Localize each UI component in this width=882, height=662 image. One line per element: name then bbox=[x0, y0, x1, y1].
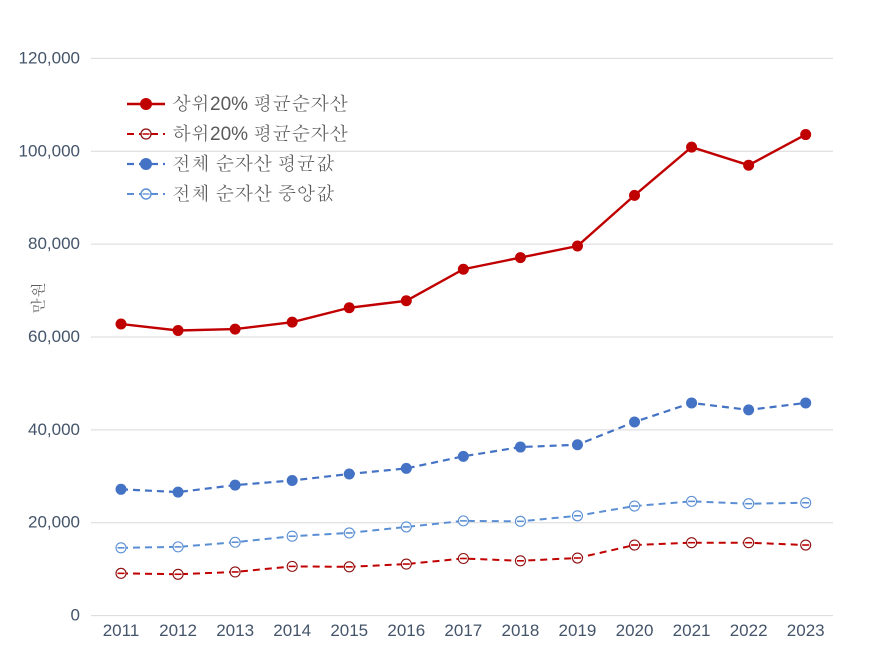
svg-text:2013: 2013 bbox=[216, 621, 254, 640]
svg-text:2016: 2016 bbox=[387, 621, 425, 640]
svg-text:2023: 2023 bbox=[787, 621, 825, 640]
svg-text:2015: 2015 bbox=[330, 621, 368, 640]
svg-text:40,000: 40,000 bbox=[28, 420, 80, 439]
svg-text:2019: 2019 bbox=[559, 621, 597, 640]
svg-text:100,000: 100,000 bbox=[19, 141, 80, 160]
svg-text:전체 순자산 평균값: 전체 순자산 평균값 bbox=[172, 153, 335, 175]
svg-text:2012: 2012 bbox=[159, 621, 197, 640]
svg-text:2011: 2011 bbox=[103, 621, 140, 640]
svg-text:60,000: 60,000 bbox=[28, 327, 80, 346]
svg-text:120,000: 120,000 bbox=[19, 48, 80, 67]
svg-text:하위20% 평균순자산: 하위20% 평균순자산 bbox=[172, 124, 348, 145]
svg-text:0: 0 bbox=[71, 606, 80, 625]
svg-text:2021: 2021 bbox=[673, 621, 711, 640]
svg-text:2018: 2018 bbox=[501, 621, 539, 640]
svg-text:2022: 2022 bbox=[730, 621, 768, 640]
svg-text:2020: 2020 bbox=[616, 621, 654, 640]
svg-text:2014: 2014 bbox=[273, 621, 311, 640]
svg-text:20,000: 20,000 bbox=[28, 513, 80, 532]
svg-text:2017: 2017 bbox=[444, 621, 482, 640]
svg-text:80,000: 80,000 bbox=[28, 234, 80, 253]
svg-text:상위20% 평균순자산: 상위20% 평균순자산 bbox=[172, 94, 348, 115]
svg-text:만원: 만원 bbox=[30, 282, 48, 314]
svg-text:전체 순자산 중앙값: 전체 순자산 중앙값 bbox=[172, 183, 335, 205]
